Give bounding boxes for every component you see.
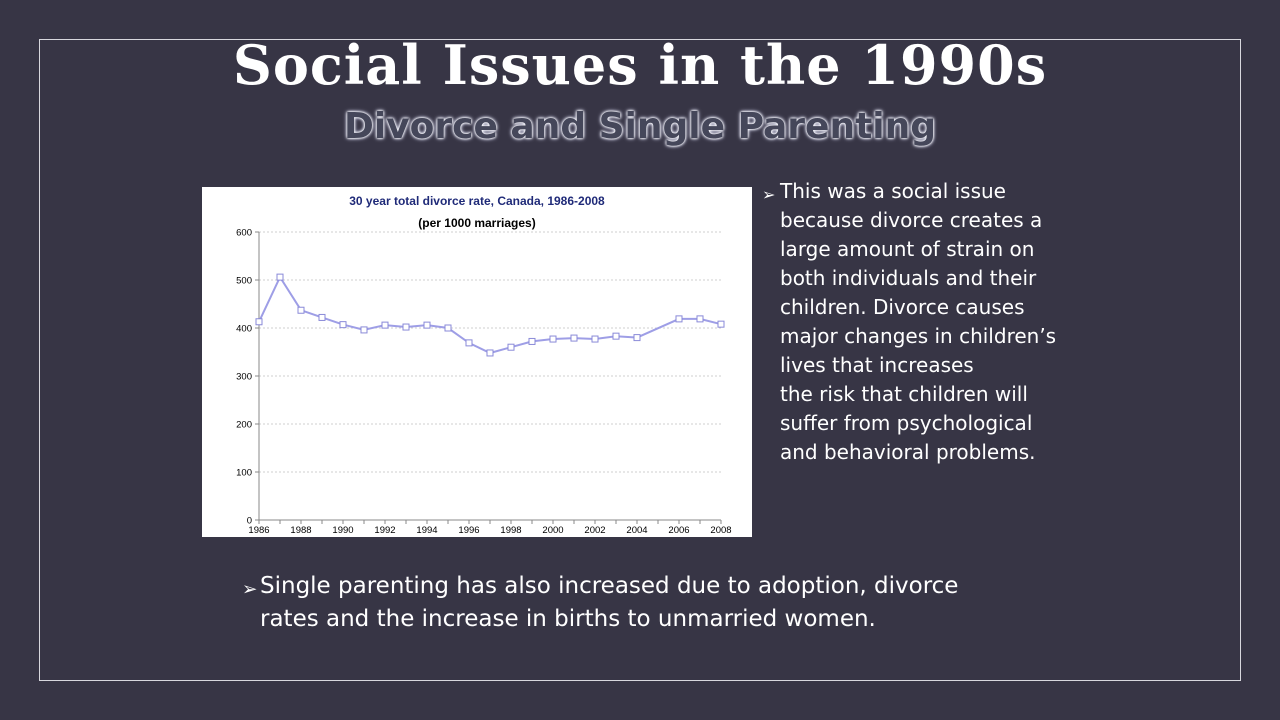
data-point (486, 349, 494, 357)
bullet-divorce-text: This was a social issue because divorce c… (780, 177, 1112, 467)
data-point (528, 337, 536, 345)
y-tick-label: 0 (247, 516, 252, 527)
bullet-line: This was a social issue (780, 179, 1006, 203)
data-point (612, 332, 620, 340)
bullet-line: major changes in children’s (780, 324, 1057, 348)
bullet-line: both individuals and their (780, 266, 1037, 290)
data-point (255, 318, 263, 326)
x-tick-label: 1996 (458, 525, 479, 536)
data-point (318, 313, 326, 321)
data-point (465, 339, 473, 347)
data-point (423, 321, 431, 329)
data-point (444, 324, 452, 332)
x-tick-label: 1990 (332, 525, 353, 536)
slide-title: Social Issues in the 1990s (232, 33, 1048, 97)
y-tick-label: 500 (236, 276, 252, 287)
data-point (570, 334, 578, 342)
bullet-line: large amount of strain on (780, 237, 1035, 261)
x-tick-label: 1986 (248, 525, 269, 536)
bullet-line: and behavioral problems. (780, 440, 1036, 464)
chart-grid (259, 231, 721, 473)
data-point (276, 273, 284, 281)
data-point (675, 315, 683, 323)
bullet-line: suffer from psychological (780, 411, 1033, 435)
bullet-divorce-explanation: ➢ This was a social issue because divorce… (762, 177, 1112, 467)
x-tick-label: 2004 (626, 525, 647, 536)
x-tick-label: 1998 (500, 525, 521, 536)
y-tick-label: 600 (236, 228, 252, 239)
data-point (360, 326, 368, 334)
bullet-single-parenting-text: Single parenting has also increased due … (260, 570, 1102, 636)
y-tick-label: 200 (236, 420, 252, 431)
chart-axes: 0 100 200 300 400 500 600 1986 1988 1990 1992 1994 1… (236, 228, 731, 537)
data-point (507, 343, 515, 351)
data-point (339, 321, 347, 329)
bullet-single-parenting: ➢ Single parenting has also increased du… (242, 570, 1102, 636)
data-point (591, 335, 599, 343)
data-point (402, 323, 410, 331)
x-tick-label: 2000 (542, 525, 563, 536)
series-line (258, 275, 722, 355)
bullet-line: rates and the increase in births to unma… (260, 606, 876, 632)
arrow-bullet-icon: ➢ (762, 185, 776, 204)
x-tick-label: 1994 (416, 525, 437, 536)
data-point (717, 320, 725, 328)
slide-frame (39, 39, 1241, 681)
x-tick-label: 2008 (710, 525, 731, 536)
chart-subtitle: (per 1000 marriages) (418, 216, 535, 230)
y-tick-label: 300 (236, 372, 252, 383)
data-point (549, 335, 557, 343)
arrow-bullet-icon: ➢ (242, 579, 258, 600)
chart-series (255, 273, 725, 357)
data-point (297, 306, 305, 314)
x-tick-label: 2006 (668, 525, 689, 536)
x-tick-label: 2002 (584, 525, 605, 536)
x-tick-label: 1988 (290, 525, 311, 536)
data-point (381, 321, 389, 329)
data-point (633, 334, 641, 342)
y-tick-label: 400 (236, 324, 252, 335)
data-point (696, 315, 704, 323)
chart-title: 30 year total divorce rate, Canada, 1986… (349, 194, 605, 208)
bullet-line: children. Divorce causes (780, 295, 1025, 319)
bullet-line: Single parenting has also increased due … (260, 573, 959, 599)
bullet-line: lives that increases (780, 353, 974, 377)
bullet-line: the risk that children will (780, 382, 1028, 406)
x-tick-label: 1992 (374, 525, 395, 536)
chart-svg: 30 year total divorce rate, Canada, 1986… (236, 194, 731, 537)
y-tick-label: 100 (236, 468, 252, 479)
slide-subtitle: Divorce and Single Parenting (343, 106, 937, 147)
divorce-rate-chart: 30 year total divorce rate, Canada, 1986… (202, 187, 752, 537)
bullet-line: because divorce creates a (780, 208, 1043, 232)
